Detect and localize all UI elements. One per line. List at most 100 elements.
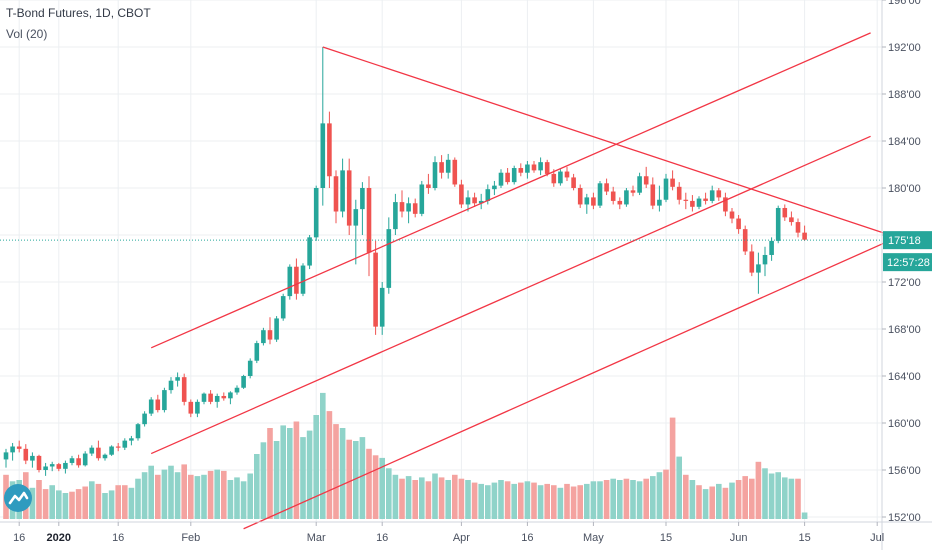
candle-body bbox=[155, 399, 161, 411]
volume-bar bbox=[42, 489, 49, 519]
last-price-tag[interactable] bbox=[883, 231, 932, 250]
candle-body bbox=[89, 447, 95, 454]
volume-bar bbox=[564, 483, 570, 519]
volume-bar bbox=[399, 478, 405, 519]
candle-body bbox=[577, 188, 583, 205]
volume-bar bbox=[650, 476, 656, 519]
candle-body bbox=[247, 360, 253, 376]
lower-channel-line[interactable] bbox=[243, 236, 898, 530]
volume-bar bbox=[630, 480, 636, 519]
volume-bar bbox=[386, 468, 392, 519]
candle-body bbox=[122, 440, 128, 448]
candle-body bbox=[360, 188, 365, 210]
time-tick-label: Jun bbox=[730, 532, 748, 544]
candle-body bbox=[604, 183, 609, 192]
trendlines[interactable] bbox=[150, 32, 898, 530]
candle-body bbox=[564, 171, 570, 178]
middle-channel-line[interactable] bbox=[150, 135, 871, 455]
candle-body bbox=[287, 266, 293, 297]
price-tick-label: 164'00 bbox=[888, 371, 921, 383]
volume-bar bbox=[551, 485, 557, 519]
candle-body bbox=[201, 393, 207, 402]
candle-body bbox=[261, 330, 266, 344]
candle-body bbox=[558, 171, 563, 184]
volume-bar bbox=[768, 473, 775, 519]
candle-body bbox=[386, 229, 392, 288]
candle-body bbox=[709, 190, 715, 201]
countdown-label: 12:57:28 bbox=[887, 257, 930, 269]
candle-body bbox=[234, 387, 240, 393]
volume-bar bbox=[419, 477, 425, 519]
candle-body bbox=[96, 447, 101, 459]
candle-body bbox=[637, 176, 642, 193]
volume-bar bbox=[669, 417, 676, 519]
candle-body bbox=[221, 395, 227, 399]
volume-bar bbox=[161, 469, 168, 519]
volume-bar bbox=[115, 485, 121, 519]
volume-bar bbox=[95, 483, 102, 519]
volume-bar bbox=[683, 474, 689, 519]
tradingview-logo-icon[interactable] bbox=[4, 484, 32, 512]
volume-bar bbox=[326, 411, 333, 519]
candle-body bbox=[373, 252, 378, 327]
volume-bar bbox=[676, 456, 682, 519]
candle-body bbox=[129, 438, 134, 441]
volume-bar bbox=[452, 474, 458, 519]
time-tick-label: 16 bbox=[521, 532, 533, 544]
volume-bar bbox=[623, 478, 630, 519]
volume-bar bbox=[643, 478, 649, 519]
volume-bar bbox=[194, 476, 201, 519]
volume-bar bbox=[359, 437, 366, 519]
volume-bar bbox=[537, 485, 544, 519]
time-tick-label: Apr bbox=[453, 532, 470, 544]
volume-bar bbox=[62, 493, 69, 519]
candle-body bbox=[478, 200, 484, 204]
descending-resistance-line[interactable] bbox=[322, 46, 898, 238]
candle-body bbox=[320, 123, 326, 188]
price-tick-label: 160'00 bbox=[888, 418, 921, 430]
candle-body bbox=[505, 172, 510, 183]
candle-body bbox=[716, 190, 722, 198]
candle-body bbox=[756, 264, 761, 273]
candle-body bbox=[445, 159, 451, 173]
price-tick-label: 192'00 bbox=[888, 42, 921, 54]
volume-bar bbox=[557, 487, 564, 519]
candle-body bbox=[313, 188, 319, 238]
candle-body bbox=[571, 177, 576, 188]
volume-indicator-label: Vol (20) bbox=[6, 27, 48, 41]
upper-channel-line[interactable] bbox=[150, 32, 871, 349]
candle-body bbox=[254, 343, 260, 361]
candle-body bbox=[102, 454, 108, 459]
candle-body bbox=[617, 200, 623, 205]
candle-body bbox=[195, 401, 200, 414]
candle-body bbox=[525, 164, 530, 173]
candle-body bbox=[49, 464, 55, 467]
candle-body bbox=[379, 287, 385, 327]
volume-bar bbox=[313, 415, 319, 519]
time-tick-label: Mar bbox=[307, 532, 326, 544]
candle-body bbox=[498, 172, 504, 186]
volume-bar bbox=[524, 481, 531, 519]
candle-body bbox=[690, 200, 695, 207]
candle-body bbox=[465, 197, 471, 205]
candle-body bbox=[181, 377, 187, 402]
candle-body bbox=[610, 191, 616, 201]
volume-bar bbox=[247, 473, 253, 519]
candle-body bbox=[307, 237, 312, 266]
volume-bar bbox=[735, 480, 742, 519]
volume-bar bbox=[293, 421, 300, 519]
candle-body bbox=[736, 218, 741, 230]
volume-bar bbox=[590, 481, 597, 519]
candle-body bbox=[729, 211, 735, 219]
candle-body bbox=[340, 170, 345, 212]
volume-bar bbox=[656, 472, 663, 519]
candle-body bbox=[492, 185, 497, 190]
volume-bar bbox=[201, 474, 207, 519]
candle-body bbox=[399, 202, 405, 212]
candle-body bbox=[36, 455, 42, 470]
last-price-label: 175'18 bbox=[888, 235, 921, 247]
candle-body bbox=[162, 390, 167, 411]
